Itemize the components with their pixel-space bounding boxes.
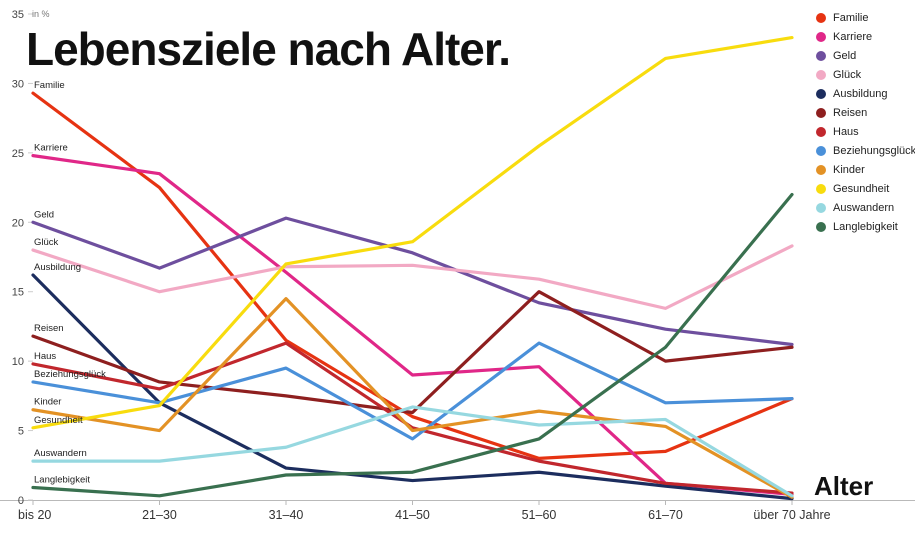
x-tick-label: 41–50: [395, 508, 430, 522]
legend-item: Familie: [816, 12, 915, 24]
legend-item: Glück: [816, 69, 915, 81]
series-line-reisen: [31, 290, 794, 415]
x-tick-label: 61–70: [648, 508, 683, 522]
series-line-langlebigkeit: [31, 192, 794, 498]
series-line-glück: [31, 244, 794, 310]
series-line-beziehungsglück: [31, 341, 794, 441]
series-line-gesundheit: [31, 36, 794, 430]
y-tick-label: 15: [12, 287, 24, 299]
legend-item: Ausbildung: [816, 88, 915, 100]
series-start-label: Geld: [34, 209, 54, 220]
legend-dot-icon: [816, 146, 826, 156]
legend-item: Kinder: [816, 164, 915, 176]
series-start-label: Karriere: [34, 143, 68, 154]
legend-item: Gesundheit: [816, 183, 915, 195]
legend-item: Langlebigkeit: [816, 221, 915, 233]
legend-dot-icon: [816, 108, 826, 118]
legend-dot-icon: [816, 13, 826, 23]
legend-dot-icon: [816, 89, 826, 99]
y-axis-unit-label: in %: [32, 9, 50, 19]
x-tick-label: über 70 Jahre: [753, 508, 830, 522]
y-tick-label: 20: [12, 217, 24, 229]
legend-label: Karriere: [833, 31, 873, 43]
legend-dot-icon: [816, 222, 826, 232]
legend-dot-icon: [816, 32, 826, 42]
series-line-kinder: [31, 297, 794, 499]
series-start-label: Kinder: [34, 397, 61, 408]
y-tick-label: 10: [12, 356, 24, 368]
legend-label: Geld: [833, 50, 857, 62]
legend-dot-icon: [816, 51, 826, 61]
series-line-familie: [31, 91, 794, 460]
x-tick-label: 21–30: [142, 508, 177, 522]
series-start-label: Ausbildung: [34, 262, 81, 273]
y-tick-label: 35: [12, 9, 24, 21]
legend-label: Glück: [833, 69, 862, 81]
legend-label: Langlebigkeit: [833, 221, 898, 233]
legend-label: Ausbildung: [833, 88, 888, 100]
x-axis-title: Alter: [814, 471, 874, 501]
series-start-label: Langlebigkeit: [34, 475, 90, 486]
legend-dot-icon: [816, 127, 826, 137]
legend-item: Reisen: [816, 107, 915, 119]
legend: Familie Karriere Geld Glück Ausbildung Reisen…: [816, 12, 915, 233]
page-title: Lebensziele nach Alter.: [26, 23, 511, 75]
legend-label: Kinder: [833, 164, 865, 176]
legend-dot-icon: [816, 165, 826, 175]
y-tick-label: 0: [18, 495, 24, 507]
series-start-label: Beziehungsglück: [34, 369, 106, 380]
legend-item: Auswandern: [816, 202, 915, 214]
series-start-label: Gesundheit: [34, 415, 83, 426]
legend-dot-icon: [816, 70, 826, 80]
y-tick-label: 25: [12, 148, 24, 160]
series-start-label: Reisen: [34, 323, 64, 334]
x-tick-label: 51–60: [522, 508, 557, 522]
series-start-label: Glück: [34, 237, 59, 248]
x-tick-label: 31–40: [269, 508, 304, 522]
series-start-label: Familie: [34, 80, 65, 91]
legend-label: Auswandern: [833, 202, 895, 214]
series-line-geld: [31, 216, 794, 347]
series-line-haus: [31, 341, 794, 495]
legend-item: Karriere: [816, 31, 915, 43]
x-tick-label: bis 20: [18, 508, 51, 522]
series-line-auswandern: [31, 405, 794, 498]
legend-label: Beziehungsglück: [833, 145, 915, 157]
series-line-karriere: [31, 154, 794, 497]
y-tick-label: 5: [18, 426, 24, 438]
legend-label: Familie: [833, 12, 869, 24]
series-start-label: Auswandern: [34, 448, 87, 459]
legend-dot-icon: [816, 203, 826, 213]
legend-dot-icon: [816, 184, 826, 194]
legend-item: Beziehungsglück: [816, 145, 915, 157]
y-tick-label: 30: [12, 78, 24, 90]
legend-item: Haus: [816, 126, 915, 138]
legend-label: Haus: [833, 126, 859, 138]
legend-item: Geld: [816, 50, 915, 62]
series-start-label: Haus: [34, 351, 56, 362]
legend-label: Reisen: [833, 107, 868, 119]
legend-label: Gesundheit: [833, 183, 890, 195]
